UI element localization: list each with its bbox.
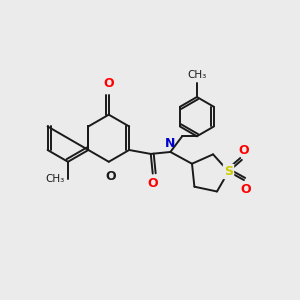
Text: O: O <box>241 183 251 196</box>
Text: CH₃: CH₃ <box>187 70 206 80</box>
Text: O: O <box>147 178 158 190</box>
Text: N: N <box>165 137 176 150</box>
Text: O: O <box>103 77 114 90</box>
Text: O: O <box>105 169 116 183</box>
Text: O: O <box>238 144 249 157</box>
Text: CH₃: CH₃ <box>46 174 65 184</box>
Text: S: S <box>224 165 233 178</box>
